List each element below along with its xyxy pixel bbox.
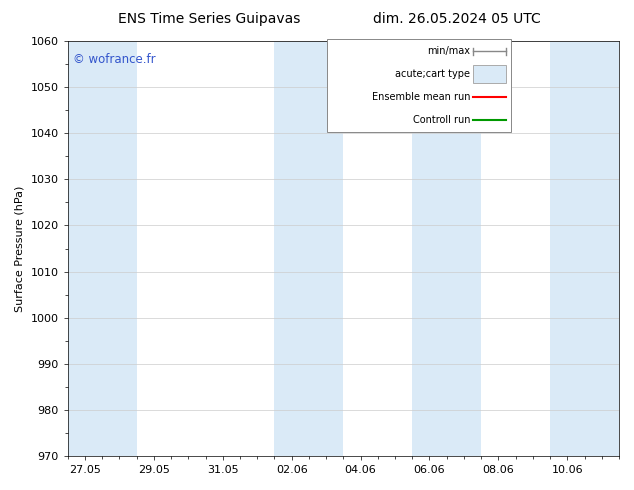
Text: min/max: min/max — [427, 47, 470, 56]
Bar — [68, 41, 136, 456]
Text: © wofrance.fr: © wofrance.fr — [73, 53, 156, 67]
Text: Ensemble mean run: Ensemble mean run — [372, 92, 470, 102]
Bar — [550, 41, 619, 456]
Text: acute;cart type: acute;cart type — [395, 69, 470, 79]
Text: min/max: min/max — [427, 47, 470, 56]
Text: dim. 26.05.2024 05 UTC: dim. 26.05.2024 05 UTC — [373, 12, 540, 26]
FancyBboxPatch shape — [473, 65, 506, 83]
Bar — [412, 41, 481, 456]
Text: Controll run: Controll run — [413, 115, 470, 125]
Text: acute;cart type: acute;cart type — [395, 69, 470, 79]
Text: Ensemble mean run: Ensemble mean run — [372, 92, 470, 102]
FancyBboxPatch shape — [473, 65, 506, 83]
Text: ENS Time Series Guipavas: ENS Time Series Guipavas — [118, 12, 301, 26]
Y-axis label: Surface Pressure (hPa): Surface Pressure (hPa) — [15, 185, 25, 312]
Bar — [275, 41, 344, 456]
Bar — [327, 39, 512, 132]
Text: Controll run: Controll run — [413, 115, 470, 125]
